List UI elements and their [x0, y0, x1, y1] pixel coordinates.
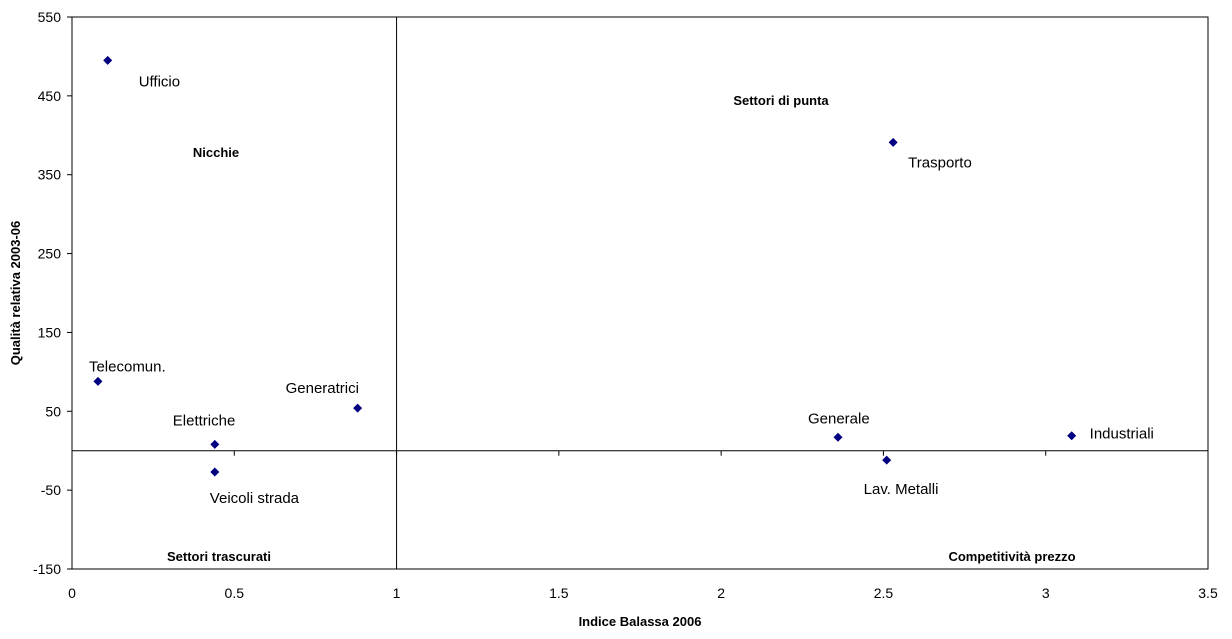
data-point-elettriche — [210, 439, 220, 449]
point-label-telecomun: Telecomun. — [89, 358, 166, 375]
y-tick-label: -150 — [33, 561, 61, 577]
quadrant-label-competitivita-prezzo: Competitività prezzo — [948, 549, 1075, 564]
quadrant-label-nicchie: Nicchie — [193, 145, 239, 160]
y-tick-label: 450 — [38, 88, 62, 104]
data-point-generale — [833, 432, 843, 442]
point-label-trasporto: Trasporto — [908, 154, 972, 171]
data-point-lav-metalli — [882, 455, 892, 465]
quadrant-label-settori-di-punta: Settori di punta — [733, 93, 829, 108]
quadrant-label-settori-trascurati: Settori trascurati — [167, 549, 271, 564]
x-tick-label: 2.5 — [874, 585, 894, 601]
x-axis-title: Indice Balassa 2006 — [579, 614, 702, 629]
x-tick-label: 1.5 — [549, 585, 569, 601]
y-axis-title: Qualità relativa 2003-06 — [8, 221, 23, 366]
point-label-generale: Generale — [808, 410, 870, 427]
x-tick-label: 3 — [1042, 585, 1050, 601]
data-point-ufficio — [103, 55, 113, 65]
point-label-lav-metalli: Lav. Metalli — [864, 481, 939, 498]
y-tick-label: 150 — [38, 324, 62, 340]
plot-area — [71, 16, 1209, 570]
y-tick-label: 50 — [45, 403, 61, 419]
y-tick-label: 350 — [38, 167, 62, 183]
data-point-trasporto — [888, 137, 898, 147]
y-tick-label: 550 — [38, 9, 62, 25]
data-point-veicoli-strada — [210, 467, 220, 477]
y-tick-label: -50 — [41, 482, 61, 498]
point-label-ufficio: Ufficio — [139, 73, 180, 90]
x-tick-label: 1 — [393, 585, 401, 601]
y-tick-label: 250 — [38, 246, 62, 262]
point-label-veicoli-strada: Veicoli strada — [210, 490, 300, 507]
x-tick-label: 0 — [68, 585, 76, 601]
point-label-industriali: Industriali — [1090, 426, 1154, 443]
x-tick-label: 2 — [717, 585, 725, 601]
x-tick-label: 3.5 — [1198, 585, 1218, 601]
data-point-industriali — [1067, 431, 1077, 441]
x-tick-label: 0.5 — [225, 585, 245, 601]
data-point-generatrici — [353, 403, 363, 413]
point-label-generatrici: Generatrici — [286, 380, 359, 397]
point-label-elettriche: Elettriche — [173, 412, 236, 429]
data-point-telecomun — [93, 376, 103, 386]
